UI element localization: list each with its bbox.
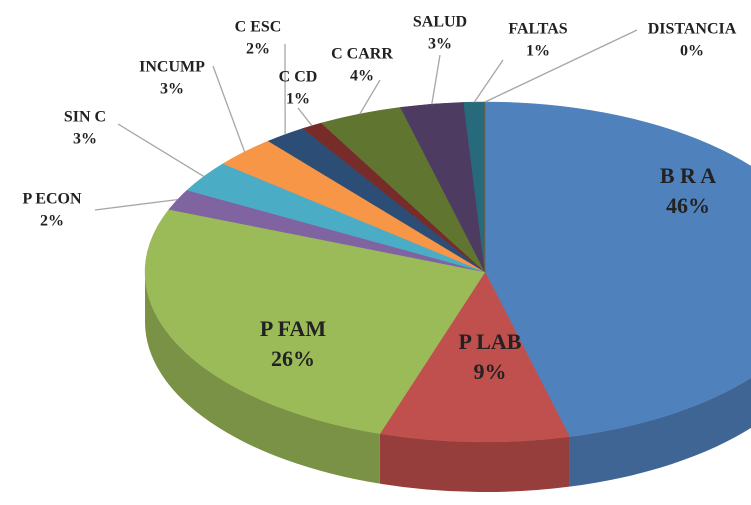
leader-line — [359, 79, 381, 115]
slice-label: FALTAS — [508, 21, 567, 38]
leader-line — [484, 29, 638, 103]
leader-line — [117, 123, 205, 178]
slice-value: 2% — [246, 41, 270, 58]
slice-value: 1% — [286, 91, 310, 108]
slice-value: 4% — [350, 68, 374, 85]
slice-label: SALUD — [413, 14, 467, 31]
slice-label: SIN C — [64, 109, 106, 126]
leader-line — [431, 54, 441, 105]
slice-value: 9% — [474, 359, 507, 384]
leader-line — [94, 198, 178, 211]
slice-label: C CARR — [331, 46, 393, 63]
slice-value: 3% — [160, 81, 184, 98]
leader-line — [212, 65, 246, 153]
slice-label: DISTANCIA — [648, 21, 737, 38]
slice-label: P ECON — [22, 191, 82, 208]
slice-label: C CD — [279, 69, 318, 86]
slice-value: 2% — [40, 213, 64, 230]
slice-label: C ESC — [235, 19, 282, 36]
slice-value: 0% — [680, 43, 704, 60]
slice-side — [379, 433, 570, 492]
slice-label: B R A — [660, 163, 716, 188]
slice-value: 26% — [271, 346, 315, 371]
slice-label: P FAM — [260, 316, 326, 341]
slice — [484, 101, 751, 437]
slice-label: INCUMP — [139, 59, 205, 76]
leader-line — [297, 107, 313, 127]
slice-label: P LAB — [459, 329, 522, 354]
slice-value: 3% — [428, 36, 452, 53]
slice-value: 3% — [73, 131, 97, 148]
slice-side — [569, 377, 751, 487]
slice — [379, 271, 570, 443]
slice-side — [145, 272, 380, 484]
slice-value: 46% — [666, 193, 710, 218]
slice-value: 1% — [526, 43, 550, 60]
leader-line — [473, 59, 504, 103]
slice — [144, 209, 486, 434]
